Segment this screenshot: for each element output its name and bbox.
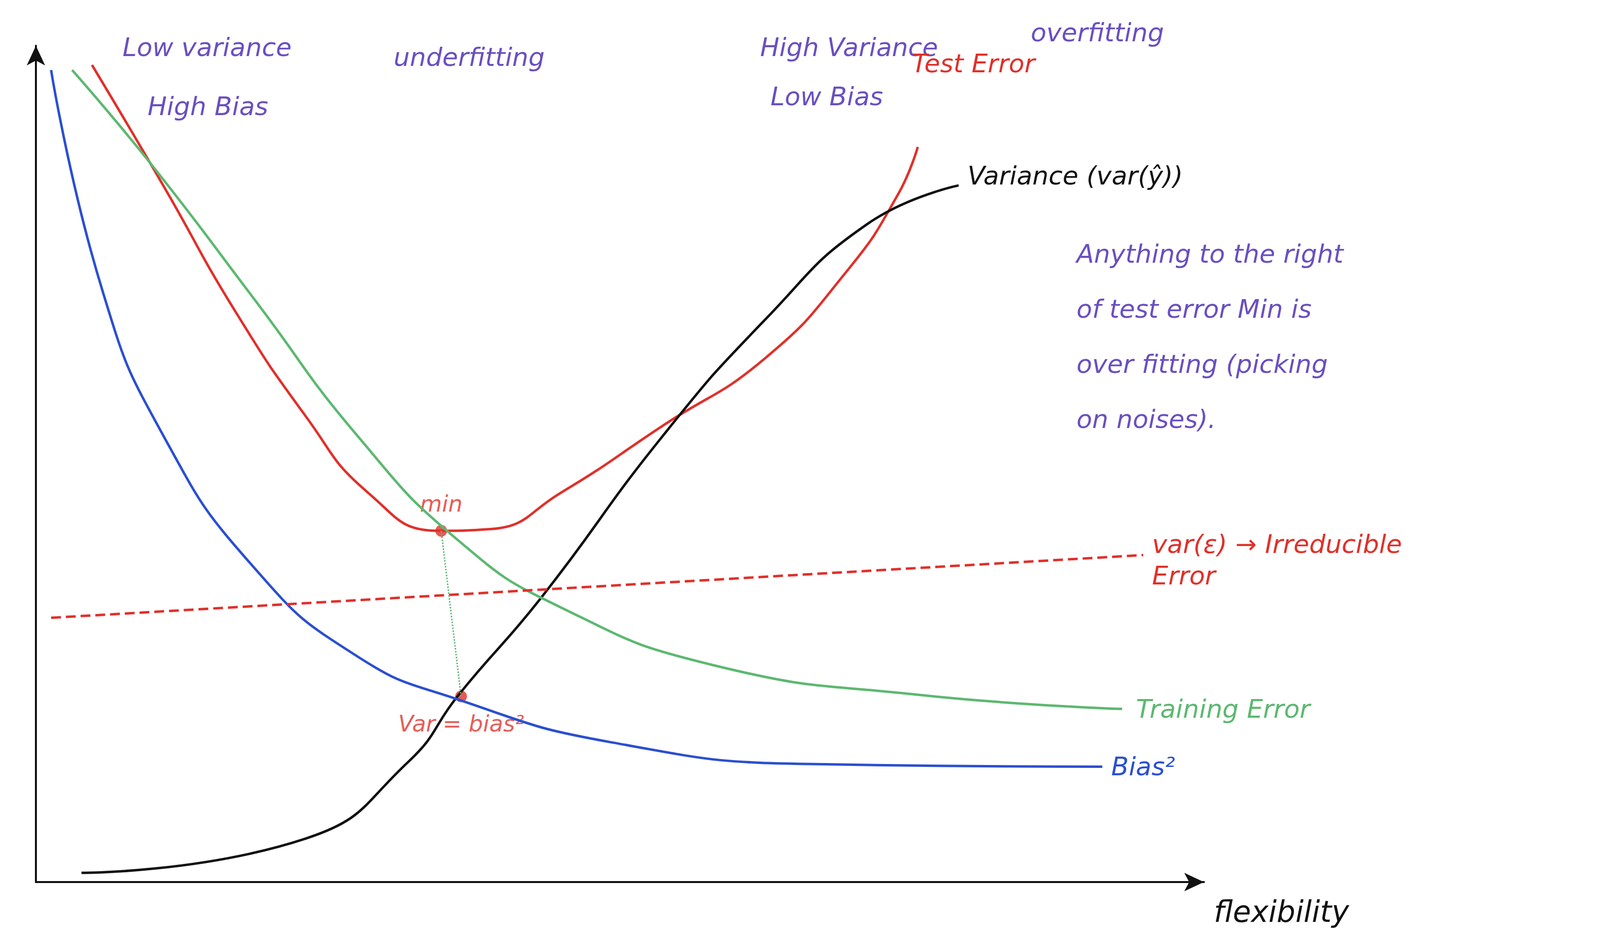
svg-text:overfitting: overfitting [1030, 17, 1165, 48]
svg-text:Anything to the right: Anything to the right [1075, 239, 1345, 269]
svg-text:High Bias: High Bias [147, 91, 269, 122]
svg-text:Variance (var(ŷ)): Variance (var(ŷ)) [967, 160, 1183, 191]
svg-text:Bias²: Bias² [1110, 751, 1175, 782]
svg-text:underfitting: underfitting [393, 42, 545, 72]
svg-text:var(ε) → Irreducible: var(ε) → Irreducible [1152, 529, 1411, 559]
svg-text:Test Error: Test Error [911, 48, 1037, 79]
svg-text:flexibility: flexibility [1213, 894, 1350, 929]
svg-text:Var = bias²: Var = bias² [398, 710, 524, 738]
svg-text:Error: Error [1152, 560, 1218, 591]
svg-text:of test error Min is: of test error Min is [1076, 294, 1312, 324]
svg-text:Low variance: Low variance [122, 32, 292, 62]
svg-text:Training Error: Training Error [1136, 694, 1313, 724]
svg-text:Low Bias: Low Bias [770, 81, 884, 112]
svg-text:on noises).: on noises). [1076, 404, 1217, 434]
svg-text:over fitting (picking: over fitting (picking [1076, 349, 1328, 379]
svg-text:min: min [419, 490, 463, 518]
svg-text:High Variance: High Variance [760, 32, 938, 62]
